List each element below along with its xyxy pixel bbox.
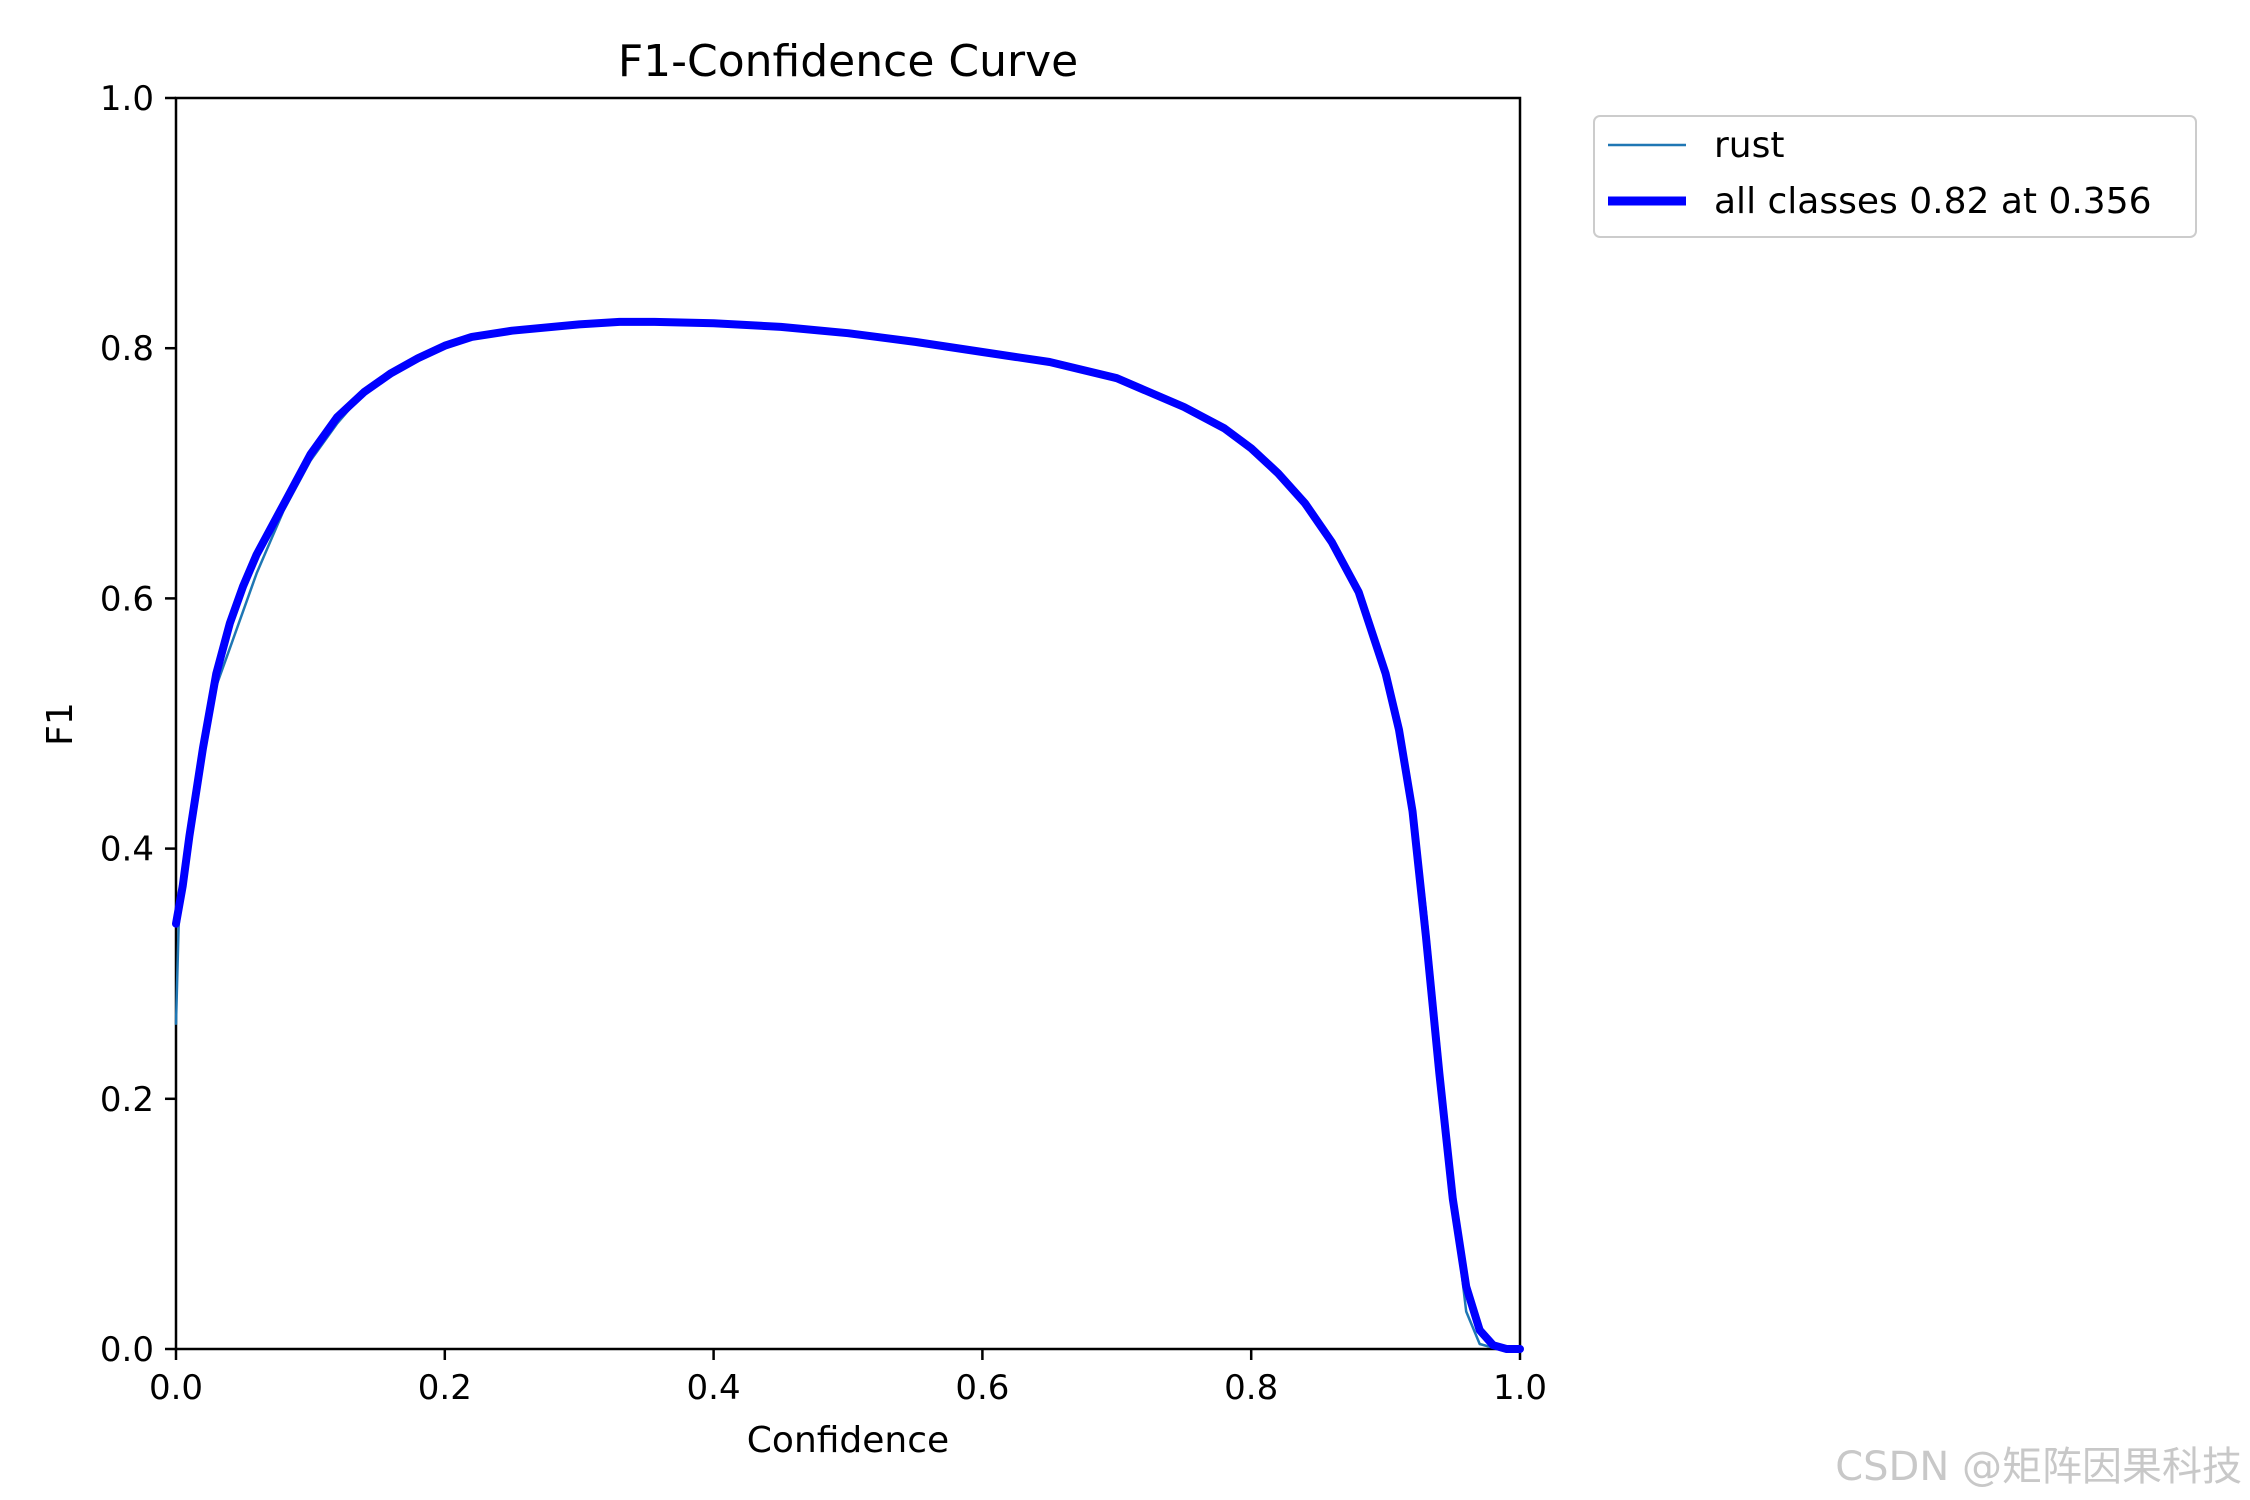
series-lines	[172, 317, 1524, 1353]
y-tick-label: 0.6	[100, 579, 154, 619]
x-tick-label: 0.0	[149, 1368, 203, 1408]
legend-box	[1593, 115, 2197, 238]
y-tick-label: 0.0	[100, 1330, 154, 1370]
plot-area-frame	[174, 96, 1522, 1351]
y-axis-ticks: 0.0 0.2 0.4 0.6 0.8 1.0	[100, 79, 176, 1370]
all-classes-series-line	[172, 317, 1524, 1353]
x-tick-label: 0.6	[955, 1368, 1009, 1408]
legend-label-rust: rust	[1714, 125, 1785, 166]
watermark-text: CSDN @矩阵因果科技	[1835, 1444, 2242, 1490]
x-tick-label: 1.0	[1493, 1368, 1547, 1408]
y-tick-label: 1.0	[100, 79, 154, 119]
x-tick-label: 0.4	[687, 1368, 741, 1408]
x-tick-label: 0.2	[418, 1368, 472, 1408]
legend: rust all classes 0.82 at 0.356	[1593, 115, 2197, 238]
x-tick-label: 0.8	[1224, 1368, 1278, 1408]
legend-label-all-classes: all classes 0.82 at 0.356	[1714, 181, 2152, 222]
y-tick-label: 0.4	[100, 830, 154, 870]
y-tick-label: 0.2	[100, 1080, 154, 1120]
chart-title: F1-Confidence Curve	[618, 36, 1078, 87]
x-axis-label: Confidence	[747, 1420, 949, 1461]
x-axis-ticks: 0.0 0.2 0.4 0.6 0.8 1.0	[149, 1349, 1547, 1408]
rust-series-line	[174, 320, 1522, 1351]
y-axis-label: F1	[40, 702, 81, 746]
y-tick-label: 0.8	[100, 329, 154, 369]
